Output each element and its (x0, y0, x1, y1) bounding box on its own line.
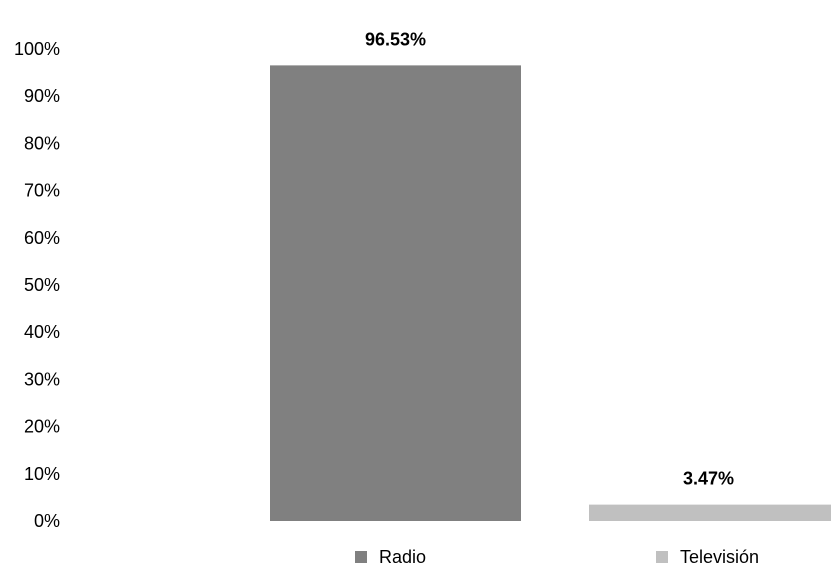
legend-swatch (355, 551, 367, 563)
y-tick-label: 40% (24, 322, 60, 342)
y-tick-label: 20% (24, 417, 60, 437)
y-axis: 0% 10% 20% 30% 40% 50% 60% 70% 80% 90% 100% (14, 39, 60, 531)
y-tick-label: 70% (24, 181, 60, 201)
legend-label: Radio (379, 547, 426, 567)
legend-swatch (656, 551, 668, 563)
bar-radio (270, 65, 521, 521)
y-tick-label: 100% (14, 39, 60, 59)
y-tick-label: 90% (24, 86, 60, 106)
data-labels: 96.53% 3.47% (365, 29, 734, 488)
data-label: 96.53% (365, 29, 426, 49)
y-tick-label: 60% (24, 228, 60, 248)
legend-label: Televisión (680, 547, 759, 567)
data-label: 3.47% (683, 469, 734, 489)
bar-television (589, 504, 831, 521)
bars (270, 65, 831, 521)
y-tick-label: 50% (24, 275, 60, 295)
y-tick-label: 10% (24, 464, 60, 484)
y-tick-label: 30% (24, 369, 60, 389)
y-tick-label: 80% (24, 133, 60, 153)
y-tick-label: 0% (34, 511, 60, 531)
legend: Radio Televisión (355, 547, 759, 567)
